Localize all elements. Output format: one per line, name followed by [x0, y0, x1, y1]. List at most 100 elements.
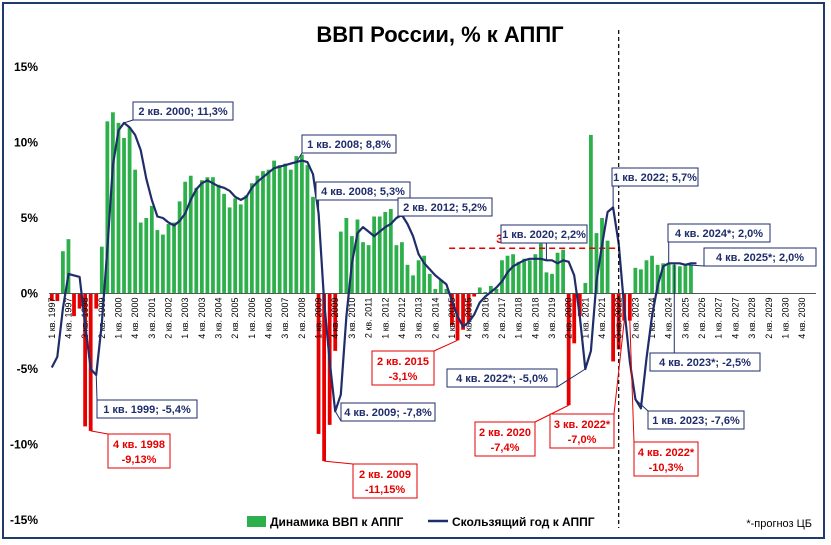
bar: [149, 205, 154, 294]
callout-box: [371, 350, 435, 386]
bar: [177, 201, 182, 294]
bar: [572, 293, 577, 344]
bar: [205, 177, 210, 294]
bar: [249, 183, 254, 294]
x-tick-label: 2 кв. 2029: [764, 298, 774, 339]
y-tick-label: 10%: [14, 136, 38, 150]
bar: [577, 293, 582, 317]
bar: [661, 263, 666, 294]
bar: [655, 264, 660, 294]
bar: [566, 293, 571, 406]
bar: [216, 184, 221, 294]
bar: [305, 165, 310, 294]
bar: [683, 264, 688, 294]
bar: [422, 255, 427, 294]
legend-label-bars: Динамика ВВП к АППГ: [270, 515, 404, 529]
bar: [94, 293, 99, 309]
y-tick-label: -5%: [17, 362, 39, 376]
bar: [222, 193, 226, 294]
bar: [372, 216, 377, 294]
x-tick-label: 4 кв. 2024: [664, 298, 674, 339]
callout-box: [397, 197, 493, 217]
x-tick-label: 1 кв. 2018: [514, 298, 524, 339]
bar: [427, 273, 432, 294]
callout-leader: [295, 152, 303, 163]
x-tick-label: 1 кв. 2009: [314, 298, 324, 339]
callout-label: 2 кв. 2000; 11,3%: [138, 106, 228, 118]
bar: [611, 293, 616, 362]
bar: [161, 234, 165, 294]
bar: [466, 293, 471, 323]
x-tick-label: 2 кв. 2014: [430, 298, 440, 339]
bar: [172, 222, 176, 294]
bar: [183, 181, 188, 294]
callout-label: 2 кв. 2009: [359, 469, 411, 481]
callout-leader: [613, 320, 625, 415]
callout-label: -7,0%: [568, 434, 597, 446]
chart-title: ВВП России, % к АППГ: [316, 22, 564, 47]
bar: [416, 260, 421, 294]
bar: [500, 260, 504, 294]
bar: [505, 255, 510, 294]
callout-box: [703, 247, 817, 267]
bar: [616, 293, 621, 350]
bar: [494, 288, 499, 294]
callout-label: 2 кв. 2012; 5,2%: [403, 202, 487, 214]
x-tick-label: 2 кв. 2020: [564, 298, 574, 339]
legend: Динамика ВВП к АППГ Скользящий год к АППГ: [247, 515, 595, 529]
bar: [122, 137, 126, 294]
bar: [444, 288, 449, 294]
x-tick-label: 3 кв. 2010: [347, 298, 357, 339]
callout-box: [315, 181, 411, 201]
callout-label: 4 кв. 2022*: [638, 447, 695, 459]
bar: [411, 275, 415, 294]
bar: [166, 224, 171, 294]
callout-box: [446, 368, 558, 388]
callout-box: [549, 413, 615, 449]
bar: [388, 208, 393, 294]
bar: [516, 261, 521, 294]
x-tick-label: 2 кв. 2005: [230, 298, 240, 339]
x-tick-label: 4 кв. 2021: [597, 298, 607, 339]
bar: [261, 171, 265, 294]
callout-leader: [95, 375, 98, 401]
callout-box: [96, 399, 198, 419]
y-axis: 15% 10% 5% 0% -5% -10% -15%: [10, 60, 38, 527]
line-series: [50, 121, 697, 413]
bar: [188, 175, 193, 294]
x-tick-label: 4 кв. 2000: [130, 298, 140, 339]
series-line-moving-year: [50, 121, 697, 413]
bar: [627, 293, 632, 321]
bar: [483, 291, 488, 294]
x-tick-label: 4 кв. 1997: [63, 298, 73, 339]
callout-box: [474, 421, 536, 457]
bar: [66, 239, 71, 294]
bar: [272, 160, 276, 294]
bar: [133, 169, 138, 294]
callout-box: [667, 223, 771, 243]
bar: [255, 175, 260, 294]
x-tick-label: 3 кв. 2025: [680, 298, 690, 339]
y-tick-label: -10%: [10, 438, 38, 452]
callout-leader: [123, 119, 134, 124]
bar: [99, 246, 104, 294]
bar: [72, 293, 76, 317]
callout-label: 1 кв. 2022; 5,7%: [613, 172, 697, 184]
bar: [238, 204, 243, 294]
bar: [194, 187, 199, 294]
bar: [383, 211, 388, 294]
bar: [199, 180, 204, 294]
callout-label: 4 кв. 1998: [113, 439, 165, 451]
callout-box: [301, 134, 397, 154]
callout-label: 4 кв. 2024*; 2,0%: [675, 228, 763, 240]
x-tick-label: 1 кв. 2003: [180, 298, 190, 339]
x-tick-label: 1 кв. 2015: [447, 298, 457, 339]
bar: [266, 169, 271, 294]
bar: [111, 112, 115, 294]
y-tick-label: 5%: [21, 211, 39, 225]
bar: [583, 282, 588, 294]
forecast-note: *-прогноз ЦБ: [746, 518, 812, 530]
x-tick-label: 3 кв. 2004: [214, 298, 224, 339]
bar: [689, 264, 693, 294]
bar: [316, 293, 321, 434]
